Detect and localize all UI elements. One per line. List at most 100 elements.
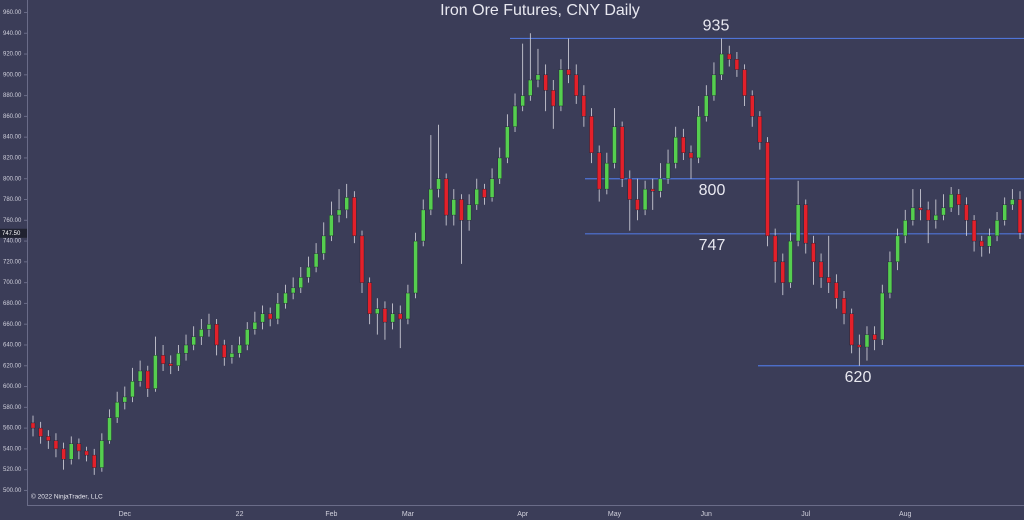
candle-body	[222, 344, 227, 358]
candle-body	[443, 178, 449, 216]
candle-body	[887, 261, 893, 294]
x-tick-label: May	[608, 511, 622, 518]
candle-body	[788, 240, 793, 283]
x-tick-label: 22	[236, 511, 244, 518]
candle-body	[512, 105, 518, 127]
candle-body	[306, 266, 311, 278]
candle-body	[497, 157, 502, 179]
candle-body	[665, 162, 671, 179]
candle-body	[818, 261, 824, 278]
candle-body	[826, 277, 831, 283]
candle-body	[895, 235, 900, 263]
y-tick-label: 940.00	[3, 31, 22, 37]
candle-body	[581, 95, 587, 117]
candle-body	[941, 207, 946, 216]
y-tick-label: 640.00	[3, 343, 22, 349]
candle-body	[925, 209, 931, 221]
candle-body	[283, 292, 288, 304]
y-tick-label: 820.00	[3, 156, 22, 162]
candle-body	[627, 178, 632, 200]
candle-body	[145, 370, 150, 389]
candle-body	[168, 363, 173, 366]
y-tick-label: 880.00	[3, 93, 22, 99]
candle-body	[619, 126, 625, 179]
y-tick-label: 660.00	[3, 322, 22, 328]
candle-body	[290, 287, 296, 294]
candle-body	[459, 199, 464, 221]
candle-body	[38, 427, 43, 437]
last-price-box	[0, 228, 27, 238]
candle-body	[750, 95, 755, 117]
candle-body	[352, 197, 357, 237]
candle-body	[558, 69, 564, 107]
candle-body	[566, 69, 571, 76]
candle-body	[650, 188, 655, 192]
candle-body	[948, 194, 954, 209]
candle-body	[84, 450, 89, 456]
candle-body	[612, 126, 617, 164]
candle-body	[130, 381, 135, 398]
candle-body	[344, 197, 349, 211]
y-tick-label: 720.00	[3, 259, 22, 265]
level-label: 620	[845, 369, 872, 386]
candle-body	[520, 95, 525, 107]
candle-body	[574, 74, 579, 96]
level-label: 935	[703, 18, 730, 35]
candle-body	[275, 303, 281, 320]
candle-body	[482, 188, 487, 198]
y-tick-label: 500.00	[3, 488, 22, 494]
candle-body	[933, 214, 939, 221]
y-tick-label: 540.00	[3, 446, 22, 452]
candle-body	[696, 116, 701, 159]
candle-body	[528, 79, 533, 96]
candle-body	[114, 401, 120, 418]
candle-body	[336, 209, 342, 216]
candle-body	[267, 313, 273, 320]
candle-body	[505, 126, 510, 159]
candle-body	[30, 422, 36, 429]
candle-body	[811, 242, 816, 263]
candle-body	[405, 292, 411, 320]
y-tick-label: 900.00	[3, 72, 22, 78]
candle-body	[298, 277, 303, 289]
candle-body	[673, 136, 678, 164]
candle-body	[589, 116, 594, 153]
candle-body	[252, 321, 258, 330]
candle-body	[199, 329, 204, 337]
candle-body	[987, 235, 992, 247]
candle-body	[451, 199, 457, 216]
candle-body	[329, 214, 334, 237]
candle-body	[841, 298, 847, 315]
y-tick-label: 860.00	[3, 114, 22, 120]
y-tick-label: 680.00	[3, 301, 22, 307]
x-tick-label: Apr	[517, 511, 529, 518]
level-label: 747	[699, 237, 726, 254]
y-tick-label: 600.00	[3, 384, 22, 390]
candle-body	[1017, 199, 1023, 233]
candle-body	[359, 235, 365, 283]
candle-body	[543, 74, 548, 91]
candle-body	[803, 204, 808, 244]
candle-body	[910, 207, 916, 221]
y-tick-label: 560.00	[3, 426, 22, 432]
level-label: 800	[699, 182, 726, 199]
candle-body	[313, 253, 319, 268]
candle-body	[398, 313, 403, 320]
candle-body	[857, 344, 862, 348]
candle-body	[53, 440, 59, 450]
candle-body	[367, 282, 372, 315]
candle-body	[971, 220, 977, 242]
candle-body	[757, 116, 763, 143]
candle-body	[551, 90, 556, 107]
x-tick-label: Jun	[701, 511, 712, 518]
candle-body	[191, 336, 196, 346]
candle-body	[658, 178, 663, 192]
candle-body	[428, 188, 434, 211]
y-tick-label: 760.00	[3, 218, 22, 224]
x-tick-label: Aug	[899, 511, 912, 518]
candle-body	[382, 308, 388, 323]
copyright: © 2022 NinjaTrader, LLC	[31, 493, 103, 501]
candle-body	[107, 417, 112, 441]
candle-body	[421, 209, 426, 242]
